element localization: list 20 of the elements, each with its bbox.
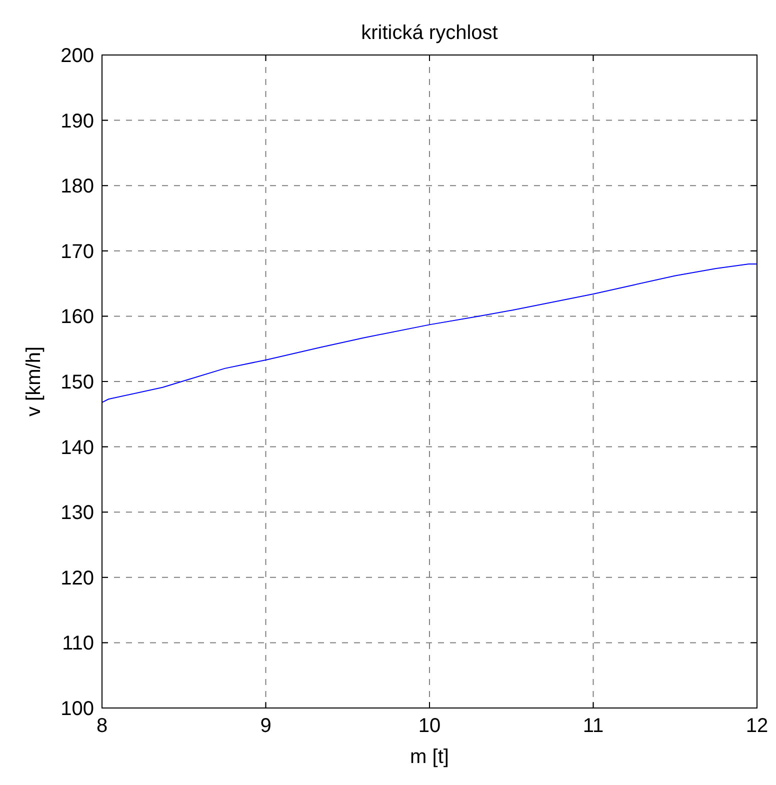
- x-tick-label: 11: [582, 715, 604, 737]
- y-tick-label: 150: [60, 372, 94, 394]
- y-axis-title: v [km/h]: [23, 346, 45, 417]
- x-tick-label: 8: [96, 715, 108, 737]
- y-tick-label: 170: [60, 240, 94, 263]
- line-series: [102, 263, 758, 403]
- y-tick-label: 190: [60, 110, 94, 132]
- x-tick-label: 9: [260, 715, 272, 737]
- y-tick-label: 130: [60, 502, 94, 524]
- y-tick-label: 200: [60, 45, 94, 67]
- y-tick-label: 100: [60, 698, 94, 720]
- chart-title: kritická rychlost: [361, 22, 498, 44]
- x-tick-label: 12: [746, 715, 768, 737]
- y-tick-label: 160: [60, 306, 94, 328]
- x-tick-label: 10: [418, 715, 441, 737]
- x-axis-title: m [t]: [410, 746, 449, 768]
- y-tick-label: 140: [60, 436, 94, 459]
- y-tick-label: 110: [62, 632, 94, 655]
- y-tick-label: 180: [60, 176, 94, 198]
- y-tick-label: 120: [60, 567, 94, 590]
